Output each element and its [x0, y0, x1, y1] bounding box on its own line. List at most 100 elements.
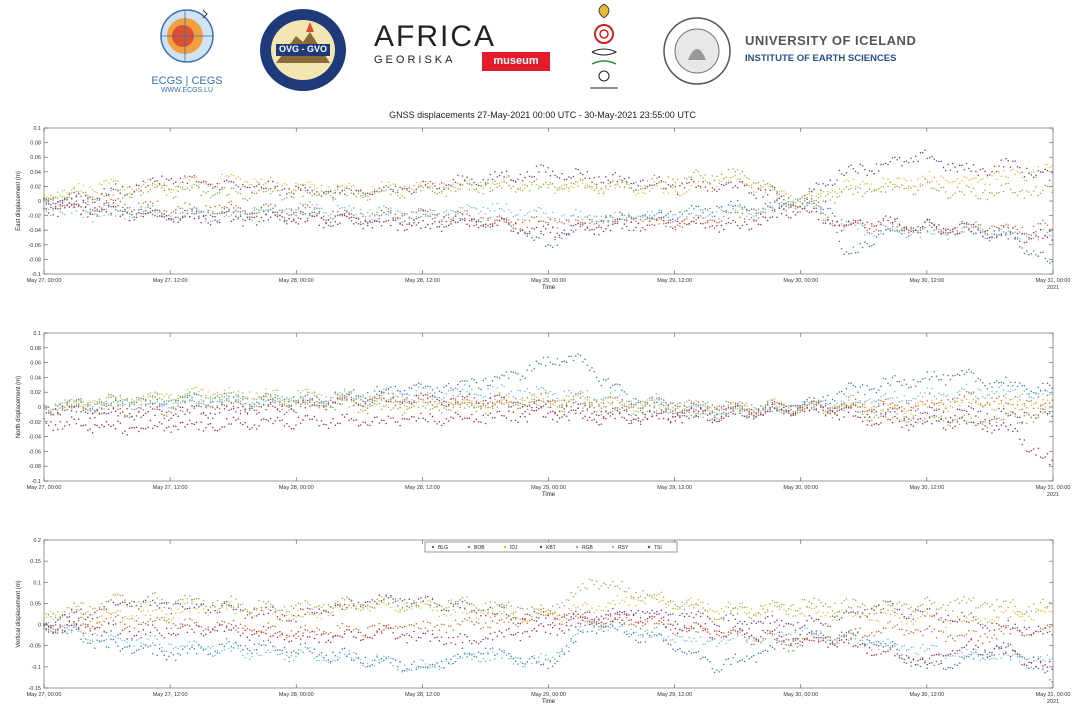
data-point: [47, 212, 50, 214]
data-point: [739, 205, 741, 208]
data-point: [181, 211, 184, 214]
data-point: [272, 207, 274, 210]
data-point: [736, 200, 739, 202]
data-point: [813, 205, 815, 208]
data-point: [780, 408, 783, 410]
data-point: [686, 408, 688, 411]
data-point: [970, 170, 972, 172]
data-point: [429, 209, 431, 211]
data-point: [940, 186, 942, 189]
data-point: [600, 401, 603, 404]
data-point: [588, 185, 591, 188]
data-point: [299, 210, 302, 212]
data-point: [674, 226, 677, 228]
data-point: [1005, 376, 1007, 379]
data-point: [755, 197, 757, 200]
data-point: [533, 239, 535, 242]
data-point: [147, 178, 149, 181]
data-point: [991, 236, 993, 238]
data-point: [979, 227, 982, 229]
data-point: [847, 219, 850, 222]
data-point: [216, 192, 219, 194]
data-point: [179, 177, 182, 179]
data-point: [857, 251, 859, 254]
data-point: [951, 194, 954, 196]
data-point: [87, 198, 89, 200]
data-point: [887, 163, 889, 166]
data-point: [403, 214, 406, 217]
data-point: [993, 237, 996, 239]
data-point: [924, 221, 926, 223]
data-point: [575, 180, 577, 183]
data-point: [399, 210, 401, 213]
data-point: [642, 187, 644, 190]
data-point: [1037, 236, 1040, 238]
data-point: [494, 403, 496, 406]
data-point: [66, 198, 68, 200]
data-point: [619, 179, 621, 181]
data-point: [834, 202, 836, 204]
data-point: [880, 186, 882, 189]
data-point: [1025, 235, 1028, 238]
data-point: [938, 228, 940, 231]
data-point: [198, 185, 200, 188]
data-point: [1005, 157, 1007, 160]
data-point: [156, 394, 159, 396]
data-point: [459, 211, 461, 214]
data-point: [838, 195, 841, 197]
data-point: [107, 214, 110, 216]
data-point: [357, 190, 360, 192]
data-point: [843, 188, 845, 190]
data-point: [87, 211, 89, 214]
data-point: [584, 185, 586, 187]
data-point: [473, 224, 475, 227]
data-point: [646, 211, 649, 213]
data-point: [457, 210, 459, 213]
data-point: [898, 231, 901, 233]
data-point: [406, 397, 408, 399]
data-point: [690, 212, 693, 215]
data-point: [184, 188, 186, 191]
data-point: [970, 402, 972, 404]
data-point: [440, 220, 443, 223]
data-point: [521, 189, 524, 192]
data-point: [316, 191, 318, 193]
data-point: [787, 204, 790, 207]
data-point: [239, 188, 242, 190]
data-point: [498, 207, 501, 210]
tribal-emblem-icon: [590, 3, 618, 89]
data-point: [200, 181, 202, 184]
data-point: [706, 181, 709, 184]
data-point: [96, 199, 98, 201]
data-point: [212, 400, 214, 403]
data-point: [861, 403, 864, 405]
data-point: [595, 401, 598, 403]
data-point: [94, 400, 96, 402]
data-point: [1037, 239, 1040, 241]
data-point: [519, 398, 522, 400]
data-point: [105, 403, 108, 405]
data-point: [466, 176, 468, 179]
data-point: [658, 217, 660, 219]
data-point: [445, 401, 448, 403]
data-point: [609, 415, 612, 417]
data-point: [119, 209, 122, 212]
data-point: [450, 402, 452, 404]
data-point: [880, 190, 882, 193]
data-point: [385, 206, 387, 209]
data-point: [216, 220, 219, 223]
data-point: [87, 405, 89, 407]
data-point: [780, 201, 783, 204]
data-point: [1007, 384, 1009, 387]
data-point: [276, 189, 279, 192]
data-point: [175, 399, 177, 401]
data-point: [681, 226, 683, 228]
data-point: [748, 413, 750, 416]
data-point: [434, 401, 436, 403]
data-point: [336, 214, 339, 217]
data-point: [390, 184, 392, 186]
data-point: [868, 409, 871, 411]
data-point: [179, 212, 182, 214]
data-point: [630, 182, 633, 185]
data-point: [112, 400, 115, 403]
